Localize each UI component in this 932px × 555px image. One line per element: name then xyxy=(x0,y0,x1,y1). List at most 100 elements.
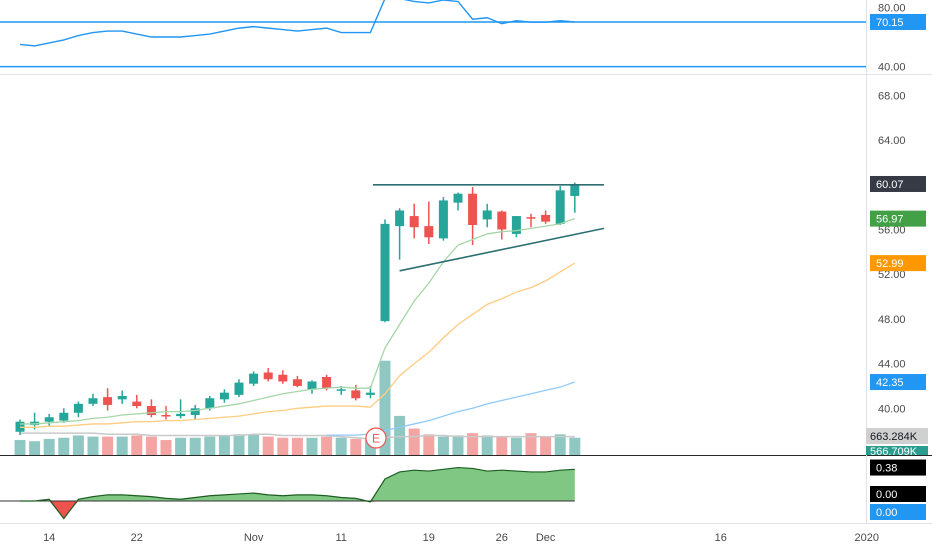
candle-body[interactable] xyxy=(292,379,302,386)
rsi-last-value-label: 70.15 xyxy=(876,17,904,29)
volume-label: 663.284K xyxy=(870,431,918,443)
volume-bar xyxy=(218,435,230,455)
candle-body[interactable] xyxy=(336,389,346,391)
candle-body[interactable] xyxy=(453,193,463,203)
candle-body[interactable] xyxy=(103,397,113,405)
volume-bar xyxy=(306,437,318,455)
candle-body[interactable] xyxy=(322,377,332,389)
trendlines-layer[interactable]: E xyxy=(365,183,605,449)
time-tick-label: Nov xyxy=(244,532,264,544)
oscillator-area xyxy=(20,467,575,519)
volume-bar xyxy=(452,435,464,455)
candle-body[interactable] xyxy=(234,382,244,395)
candle-body[interactable] xyxy=(278,374,288,382)
candle-body[interactable] xyxy=(482,210,492,220)
volume-bar xyxy=(350,438,362,455)
candle-body[interactable] xyxy=(190,408,200,415)
volume-bar xyxy=(262,436,274,455)
close-price-label-bg xyxy=(870,175,926,192)
osc-signal-label-bg xyxy=(870,504,926,520)
price-tick-label: 68.00 xyxy=(878,90,906,102)
volume-ma-label-bg xyxy=(866,446,928,455)
volume-bar xyxy=(394,415,406,455)
candle-body[interactable] xyxy=(351,390,361,399)
price-tick-label: 52.00 xyxy=(878,269,906,281)
candle-body[interactable] xyxy=(205,398,215,409)
volume-bar xyxy=(204,436,216,455)
candle-body[interactable] xyxy=(468,193,478,225)
volume-bar xyxy=(189,437,201,455)
volume-bar xyxy=(525,433,537,455)
ma-mid-label: 52.99 xyxy=(876,258,904,270)
ma-short-label: 56.97 xyxy=(876,214,904,226)
candle-body[interactable] xyxy=(365,392,375,395)
osc-signal-label: 0.00 xyxy=(876,507,897,519)
volume-bar xyxy=(496,436,508,455)
earnings-marker[interactable] xyxy=(365,427,387,449)
time-tick-label: 19 xyxy=(423,532,435,544)
volume-bar xyxy=(277,437,289,455)
ma-short-line xyxy=(20,218,576,425)
volume-bar xyxy=(510,437,522,455)
candle-body[interactable] xyxy=(409,216,419,228)
candle-body[interactable] xyxy=(219,392,229,400)
rsi-last-value-label-bg xyxy=(870,13,926,30)
candle-body[interactable] xyxy=(88,398,98,404)
candle-body[interactable] xyxy=(307,381,317,390)
candle-body[interactable] xyxy=(176,413,186,417)
candle-body[interactable] xyxy=(380,223,390,322)
time-axis[interactable]: 14 22 Nov 11 19 26 Dec 16 2020 xyxy=(43,532,879,544)
candle-body[interactable] xyxy=(570,184,580,196)
candle-body[interactable] xyxy=(59,412,69,421)
volume-bar xyxy=(437,436,449,455)
volume-layer xyxy=(14,360,581,455)
rsi-line xyxy=(19,0,575,47)
volume-bar xyxy=(43,438,55,455)
candle-body[interactable] xyxy=(263,372,273,380)
candle-body[interactable] xyxy=(555,190,565,224)
candle-body[interactable] xyxy=(117,396,127,400)
candle-body[interactable] xyxy=(73,403,83,413)
candle-body[interactable] xyxy=(249,373,259,384)
time-tick-label: 26 xyxy=(496,532,508,544)
candle-body[interactable] xyxy=(511,216,521,234)
volume-bar xyxy=(540,436,552,455)
last-value-labels: 70.15 60.07 56.97 52.99 42.35 663.284K 566.709… xyxy=(866,13,928,520)
time-tick-label: Dec xyxy=(536,532,556,544)
price-tick-label: 64.00 xyxy=(878,135,906,147)
candle-body[interactable] xyxy=(132,401,142,407)
candle-body[interactable] xyxy=(395,210,405,227)
osc-zero-label: 0.00 xyxy=(876,489,897,501)
trendline-support[interactable] xyxy=(399,227,605,272)
rsi-pane[interactable] xyxy=(0,0,866,68)
time-tick-label: 11 xyxy=(335,532,346,544)
volume-bar xyxy=(481,435,493,455)
price-axis[interactable]: 68.0064.0060.0056.0052.0048.0044.0040.00… xyxy=(878,2,906,415)
candle-body[interactable] xyxy=(424,226,434,238)
oscillator-pane[interactable] xyxy=(0,466,575,520)
candle-body[interactable] xyxy=(526,217,536,219)
volume-bar xyxy=(554,434,566,455)
volume-bar xyxy=(14,440,26,455)
candle-body[interactable] xyxy=(44,417,54,422)
candle-body[interactable] xyxy=(146,406,156,415)
volume-bar xyxy=(321,436,333,455)
time-tick-label: 2020 xyxy=(855,532,879,544)
ma-long-label-bg xyxy=(870,374,926,391)
volume-bar xyxy=(248,434,260,455)
close-price-label: 60.07 xyxy=(876,179,904,191)
volume-bar xyxy=(175,437,187,455)
volume-bar xyxy=(569,437,581,455)
candle-body[interactable] xyxy=(161,415,171,417)
oscillator-line xyxy=(20,466,575,520)
candle-body[interactable] xyxy=(438,200,448,239)
candle-body[interactable] xyxy=(541,214,551,222)
volume-ma-label: 566.709K xyxy=(870,446,918,458)
volume-bar xyxy=(116,436,128,455)
candles-layer[interactable] xyxy=(15,182,580,436)
candle-body[interactable] xyxy=(497,211,507,230)
price-tick-label: 56.00 xyxy=(878,224,906,236)
volume-bar xyxy=(29,441,41,455)
